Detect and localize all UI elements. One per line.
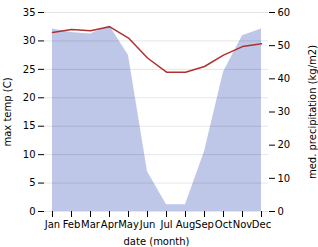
svg-text:0: 0 xyxy=(29,206,35,217)
svg-text:60: 60 xyxy=(278,7,291,18)
svg-text:10: 10 xyxy=(23,149,36,160)
svg-text:May: May xyxy=(118,219,139,230)
svg-text:Aug: Aug xyxy=(176,219,196,230)
svg-text:40: 40 xyxy=(278,73,291,84)
svg-text:35: 35 xyxy=(23,7,36,18)
svg-text:20: 20 xyxy=(278,139,291,150)
svg-text:Mar: Mar xyxy=(81,219,101,230)
svg-text:Dec: Dec xyxy=(252,219,271,230)
svg-text:15: 15 xyxy=(23,120,36,131)
svg-text:50: 50 xyxy=(278,40,291,51)
svg-text:30: 30 xyxy=(278,106,291,117)
svg-text:Apr: Apr xyxy=(101,219,119,230)
svg-text:0: 0 xyxy=(278,206,284,217)
svg-text:med. precipitation (kg/m2): med. precipitation (kg/m2) xyxy=(307,45,318,179)
svg-text:Jul: Jul xyxy=(159,219,172,230)
svg-text:5: 5 xyxy=(29,177,35,188)
svg-text:Nov: Nov xyxy=(233,219,253,230)
svg-text:max temp (C): max temp (C) xyxy=(2,77,13,146)
svg-text:Jan: Jan xyxy=(44,219,60,230)
svg-text:date (month): date (month) xyxy=(124,236,190,247)
svg-text:20: 20 xyxy=(23,92,36,103)
svg-text:25: 25 xyxy=(23,64,36,75)
svg-text:10: 10 xyxy=(278,173,291,184)
svg-text:30: 30 xyxy=(23,35,36,46)
svg-text:Feb: Feb xyxy=(63,219,81,230)
svg-text:Jun: Jun xyxy=(139,219,156,230)
svg-text:Oct: Oct xyxy=(215,219,232,230)
svg-text:Sep: Sep xyxy=(195,219,214,230)
